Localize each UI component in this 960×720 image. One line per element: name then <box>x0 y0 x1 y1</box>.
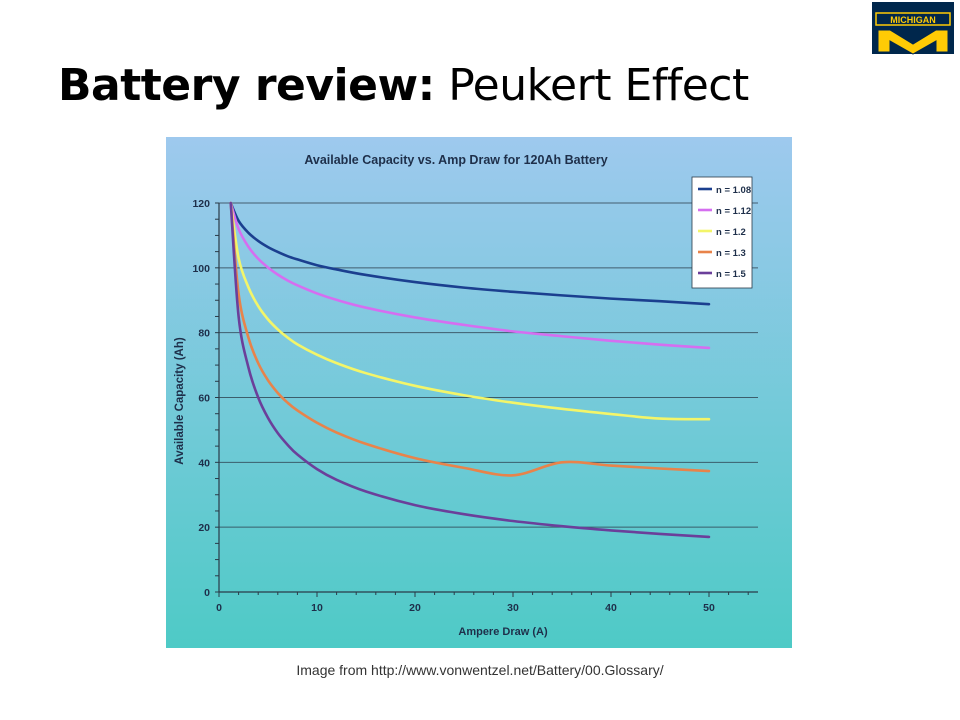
michigan-logo: MICHIGAN <box>872 2 954 55</box>
logo-text: MICHIGAN <box>890 15 936 25</box>
y-tick-label: 100 <box>192 263 210 275</box>
page-title: Battery review: Peukert Effect <box>58 60 749 111</box>
x-tick-label: 30 <box>507 602 519 614</box>
legend-label-1: n = 1.08 <box>716 185 751 196</box>
legend-label-2: n = 1.12 <box>716 206 751 217</box>
series-line-2 <box>229 201 711 350</box>
y-tick-label: 60 <box>198 393 210 405</box>
legend-label-4: n = 1.3 <box>716 248 746 259</box>
legend-label-3: n = 1.2 <box>716 227 746 238</box>
x-tick-label: 20 <box>409 602 421 614</box>
chart-background <box>166 137 792 648</box>
x-axis-label: Ampere Draw (A) <box>458 626 548 638</box>
legend-box <box>691 176 753 289</box>
chart-legend: n = 1.08 n = 1.12 n = 1.2 n = 1.3 n = 1.5 <box>691 176 753 289</box>
page-title-rest: Peukert Effect <box>434 60 749 111</box>
y-tick-label: 80 <box>198 328 210 340</box>
y-tick-label: 40 <box>198 457 210 469</box>
chart-series <box>229 201 711 539</box>
x-tick-label: 0 <box>216 602 222 614</box>
y-tick-label: 20 <box>198 522 210 534</box>
y-tick-label: 120 <box>192 198 210 210</box>
series-line-3 <box>229 201 711 421</box>
series-line-4 <box>229 201 711 477</box>
chart-svg: 0 20 40 60 80 100 120 0 10 20 30 40 50 Available Cap… <box>166 137 792 648</box>
y-tick-label: 0 <box>204 587 210 599</box>
x-tick-label: 50 <box>703 602 715 614</box>
chart-title: Available Capacity vs. Amp Draw for 120A… <box>304 153 607 167</box>
legend-label-5: n = 1.5 <box>716 269 747 280</box>
series-line-5 <box>229 201 711 539</box>
chart: 0 20 40 60 80 100 120 0 10 20 30 40 50 Available Cap… <box>166 137 792 648</box>
image-caption: Image from http://www.vonwentzel.net/Bat… <box>296 662 664 678</box>
page-title-bold: Battery review: <box>58 60 435 111</box>
y-axis-label: Available Capacity (Ah) <box>174 337 186 465</box>
series-line-1 <box>229 201 711 306</box>
x-tick-label: 40 <box>605 602 617 614</box>
chart-axes: 0 20 40 60 80 100 120 0 10 20 30 40 50 <box>192 198 758 614</box>
x-tick-label: 10 <box>311 602 323 614</box>
